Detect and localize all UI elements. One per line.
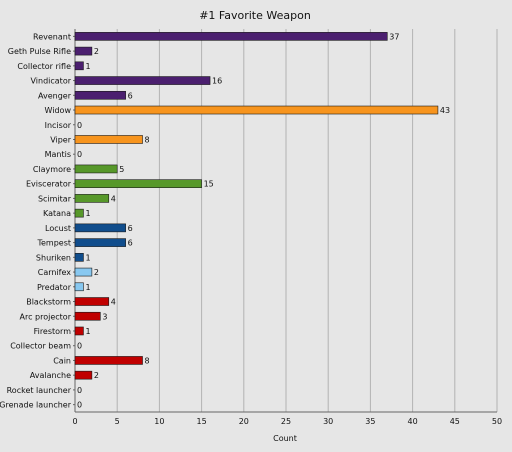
category-label: Claymore	[33, 165, 71, 174]
bar	[74, 267, 93, 277]
category-label: Widow	[45, 106, 72, 115]
category-label: Rocket launcher	[7, 386, 72, 395]
bar	[74, 90, 126, 100]
gridlines	[74, 29, 498, 412]
data-label: 0	[77, 342, 82, 351]
data-label: 2	[94, 47, 99, 56]
bar	[74, 76, 211, 85]
category-label: Collector rifle	[17, 62, 71, 71]
data-label: 0	[77, 401, 82, 410]
category-label: Vindicator	[30, 77, 71, 86]
bar	[74, 208, 84, 218]
x-tick-label: 0	[72, 417, 77, 426]
data-label: 1	[85, 209, 90, 218]
category-label: Collector beam	[10, 342, 71, 351]
bar	[74, 179, 202, 188]
bar	[74, 46, 93, 56]
x-tick-label: 25	[281, 417, 291, 426]
x-tick-label: 35	[365, 417, 375, 426]
bar	[74, 356, 143, 365]
x-tick-label: 45	[450, 417, 460, 426]
bar	[74, 238, 126, 247]
category-label: Grenade launcher	[0, 401, 72, 410]
bar	[74, 282, 84, 292]
data-label: 3	[102, 312, 107, 321]
data-label: 0	[77, 150, 82, 159]
category-label: Tempest	[36, 239, 71, 248]
bars	[74, 32, 439, 380]
x-tick-label: 50	[492, 417, 502, 426]
bar	[74, 164, 118, 174]
category-label: Avenger	[38, 91, 72, 100]
bar	[74, 61, 84, 71]
data-label: 1	[85, 327, 90, 336]
category-label: Arc projector	[20, 312, 72, 321]
bar	[74, 194, 110, 203]
bar	[74, 311, 101, 321]
bar	[74, 297, 110, 306]
data-label: 6	[128, 91, 133, 100]
data-label: 8	[145, 135, 150, 144]
bar	[74, 253, 84, 262]
data-label: 6	[128, 239, 133, 248]
data-label: 16	[212, 77, 222, 86]
data-label: 43	[440, 106, 450, 115]
category-label: Firestorm	[34, 327, 72, 336]
category-label: Predator	[37, 283, 72, 292]
category-label: Carnifex	[38, 268, 72, 277]
x-tick-label: 10	[154, 417, 164, 426]
category-label: Blackstorm	[26, 298, 71, 307]
chart-title: #1 Favorite Weapon	[199, 9, 311, 22]
data-label: 2	[94, 371, 99, 380]
bar	[74, 326, 84, 336]
x-tick-label: 5	[115, 417, 120, 426]
bar	[74, 223, 126, 233]
x-tick-label: 20	[239, 417, 249, 426]
data-label: 15	[204, 180, 214, 189]
bar	[74, 32, 388, 41]
data-label: 1	[85, 62, 90, 71]
category-label: Locust	[45, 224, 71, 233]
bar	[74, 135, 143, 144]
category-label: Avalanche	[30, 371, 71, 380]
x-tick-label: 40	[408, 417, 418, 426]
x-tick-label: 15	[197, 417, 207, 426]
data-label: 8	[145, 356, 150, 365]
category-label: Mantis	[45, 150, 71, 159]
category-label: Katana	[43, 209, 71, 218]
category-label: Revenant	[33, 32, 71, 41]
data-label: 1	[85, 283, 90, 292]
data-label: 0	[77, 121, 82, 130]
category-label: Scimitar	[38, 194, 72, 203]
data-label: 1	[85, 253, 90, 262]
data-label: 2	[94, 268, 99, 277]
category-label: Cain	[53, 356, 71, 365]
x-axis-title: Count	[273, 434, 297, 443]
category-label: Viper	[50, 135, 72, 144]
x-tick-label: 30	[323, 417, 333, 426]
category-label: Incisor	[45, 121, 72, 130]
bar	[74, 105, 439, 115]
category-label: Eviscerator	[26, 180, 72, 189]
data-label: 0	[77, 386, 82, 395]
data-label: 6	[128, 224, 133, 233]
data-label: 4	[111, 298, 116, 307]
data-label: 5	[119, 165, 124, 174]
category-label: Geth Pulse Rifle	[8, 47, 71, 56]
category-label: Shuriken	[36, 253, 71, 262]
data-label: 4	[111, 194, 116, 203]
data-label: 37	[389, 32, 399, 41]
bar	[74, 370, 93, 380]
